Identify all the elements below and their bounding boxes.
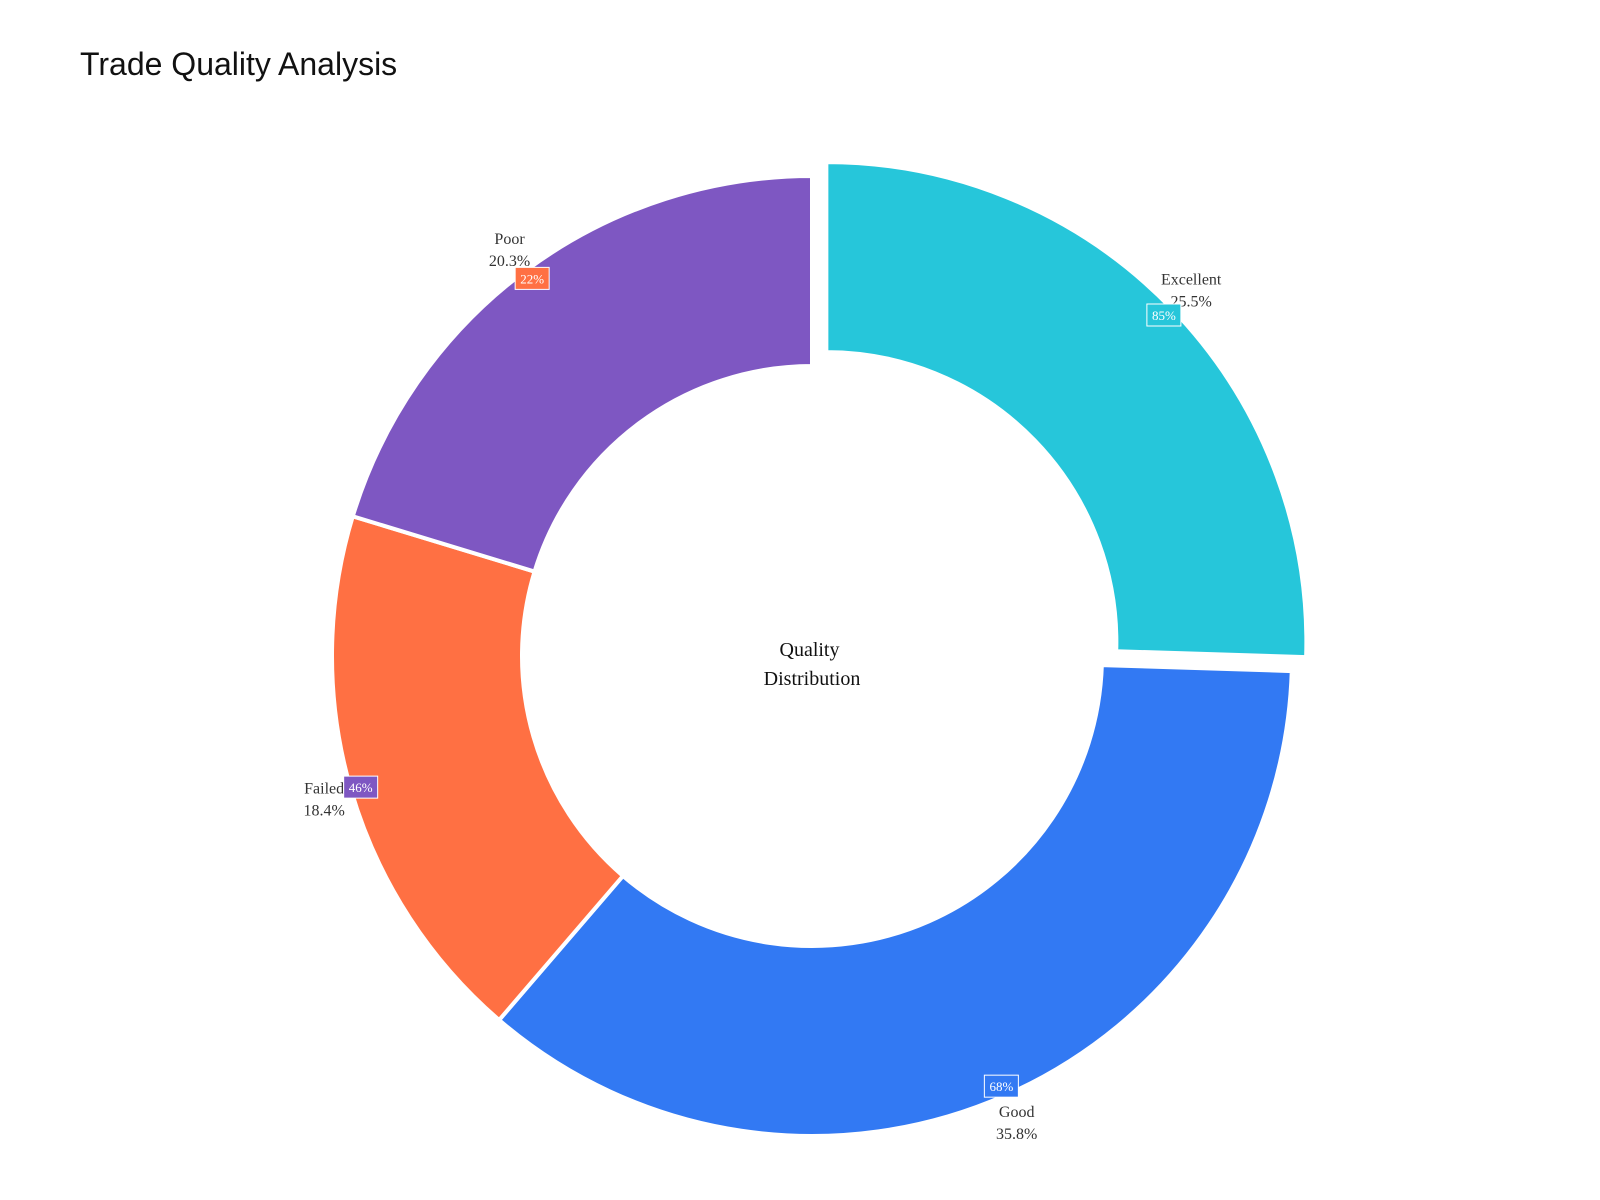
center-label-line-2: Distribution — [764, 668, 861, 690]
annotation-poor: 22% — [514, 266, 550, 290]
annotation-badge — [1146, 303, 1182, 327]
slice-poor[interactable] — [350, 173, 814, 575]
slice-failed[interactable] — [330, 513, 626, 1023]
annotation-badge — [514, 266, 550, 290]
annotation-text: 85% — [1152, 308, 1176, 323]
annotation-text: 46% — [349, 780, 373, 795]
annotation-text: 22% — [520, 271, 544, 286]
slice-label-percent: 18.4% — [304, 803, 345, 820]
slice-label-good: Good 35.8% — [996, 1104, 1037, 1143]
slice-excellent[interactable] — [824, 160, 1309, 660]
slice-label-name: Good — [999, 1104, 1035, 1121]
slice-label-failed: Failed 18.4% — [304, 781, 345, 820]
annotation-badge — [983, 1074, 1019, 1098]
slice-label-name: Poor — [494, 231, 525, 248]
annotation-good: 68% — [983, 1074, 1019, 1098]
slice-label-name: Failed — [304, 781, 344, 798]
annotation-badge — [343, 775, 379, 799]
slice-label-poor: Poor 20.3% — [489, 231, 530, 270]
annotation-text: 68% — [989, 1079, 1013, 1094]
chart-title: Trade Quality Analysis — [80, 46, 398, 82]
slice-label-percent: 20.3% — [489, 253, 530, 270]
annotation-failed: 46% — [343, 775, 379, 799]
slice-label-percent: 35.8% — [996, 1126, 1037, 1143]
center-label-line-1: Quality — [780, 639, 840, 661]
annotation-excellent: 85% — [1146, 303, 1182, 327]
slice-good[interactable] — [496, 663, 1294, 1138]
slice-label-name: Excellent — [1161, 272, 1222, 289]
center-label: Quality Distribution — [764, 639, 861, 690]
